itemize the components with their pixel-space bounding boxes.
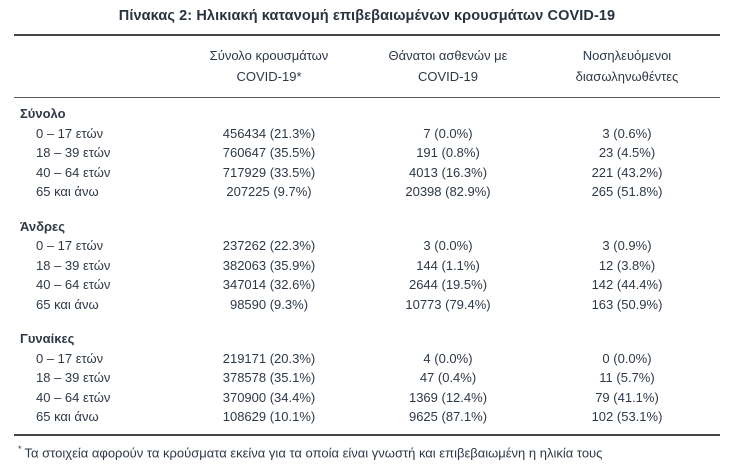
cases-value: 347014 (32.6%) (222, 277, 316, 292)
footnote-marker: * (18, 443, 22, 454)
deaths-value: 3 (0.0%) (423, 238, 473, 253)
deaths-value: 1369 (12.4%) (408, 389, 488, 405)
table-body: Σύνολο 0 – 17 ετών 456434 (21.3%) 7 (0.0… (14, 98, 720, 435)
intubated-value: 163 (50.9%) (591, 296, 663, 312)
cases-value: 760647 (35.5%) (222, 145, 316, 160)
cases-value: 382063 (35.9%) (222, 257, 316, 273)
row-label: 65 και άνω (36, 184, 99, 199)
deaths-value: 191 (0.8%) (416, 145, 480, 160)
covid-age-distribution-table: Σύνολο κρουσμάτων COVID-19* Θάνατοι ασθε… (14, 34, 720, 436)
header-deaths-line1: Θάνατοι ασθενών με (388, 48, 508, 63)
intubated-value: 265 (51.8%) (591, 184, 663, 199)
header-total-cases-line2: COVID-19* (236, 69, 302, 84)
table-row: 40 – 64 ετών 717929 (33.5%) 4013 (16.3%)… (14, 163, 720, 183)
table-row: 18 – 39 ετών 378578 (35.1%) 47 (0.4%) 11… (14, 368, 720, 388)
deaths-value: 144 (1.1%) (416, 257, 480, 273)
row-label: 40 – 64 ετών (36, 164, 111, 180)
footnote-text: Τα στοιχεία αφορούν τα κρούσματα εκείνα … (24, 444, 603, 460)
section-header-total: Σύνολο (14, 98, 720, 124)
footnote: * Τα στοιχεία αφορούν τα κρούσματα εκείνα… (14, 436, 720, 461)
row-label: 40 – 64 ετών (36, 277, 111, 292)
intubated-value: 79 (41.1%) (595, 389, 659, 405)
row-label: 18 – 39 ετών (36, 370, 111, 385)
table-row: 0 – 17 ετών 219171 (20.3%) 4 (0.0%) 0 (0… (14, 349, 720, 369)
table-row: 0 – 17 ετών 237262 (22.3%) 3 (0.0%) 3 (0… (14, 236, 720, 256)
row-label: 18 – 39 ετών (36, 145, 111, 160)
table-header: Σύνολο κρουσμάτων COVID-19* Θάνατοι ασθε… (14, 35, 720, 98)
row-label: 0 – 17 ετών (36, 350, 104, 366)
intubated-value: 3 (0.6%) (602, 125, 652, 141)
intubated-value: 0 (0.0%) (602, 350, 652, 366)
header-empty (14, 35, 176, 98)
row-label: 65 και άνω (36, 409, 99, 424)
deaths-value: 47 (0.4%) (419, 370, 477, 385)
table-row: 40 – 64 ετών 370900 (34.4%) 1369 (12.4%)… (14, 388, 720, 408)
table-row: 18 – 39 ετών 760647 (35.5%) 191 (0.8%) 2… (14, 143, 720, 163)
intubated-value: 11 (5.7%) (599, 370, 655, 385)
cases-value: 207225 (9.7%) (226, 184, 312, 199)
table-title: Πίνακας 2: Ηλικιακή κατανομή επιβεβαιωμέ… (118, 8, 616, 24)
row-label: 0 – 17 ετών (36, 238, 104, 253)
section-title: Σύνολο (20, 106, 66, 121)
deaths-value: 7 (0.0%) (423, 125, 473, 141)
cases-value: 456434 (21.3%) (222, 125, 316, 141)
header-intubated-line1: Νοσηλευόμενοι (582, 48, 672, 63)
table-row: 65 και άνω 207225 (9.7%) 20398 (82.9%) 2… (14, 182, 720, 202)
cases-value: 219171 (20.3%) (222, 350, 316, 366)
section-header-women: Γυναίκες (14, 314, 720, 349)
cases-value: 98590 (9.3%) (229, 296, 309, 312)
deaths-value: 10773 (79.4%) (405, 296, 491, 312)
intubated-value: 142 (44.4%) (591, 277, 663, 292)
section-title: Γυναίκες (20, 331, 75, 346)
header-intubated-line2: διασωληνωθέντες (575, 69, 679, 84)
cases-value: 370900 (34.4%) (222, 389, 316, 405)
row-label: 40 – 64 ετών (36, 389, 111, 405)
cases-value: 717929 (33.5%) (222, 164, 316, 180)
table-row: 65 και άνω 108629 (10.1%) 9625 (87.1%) 1… (14, 407, 720, 435)
header-total-cases: Σύνολο κρουσμάτων COVID-19* (176, 35, 362, 98)
cases-value: 237262 (22.3%) (222, 238, 316, 253)
intubated-value: 102 (53.1%) (591, 409, 663, 424)
deaths-value: 4 (0.0%) (423, 350, 473, 366)
section-header-men: Άνδρες (14, 202, 720, 237)
table-row: 0 – 17 ετών 456434 (21.3%) 7 (0.0%) 3 (0… (14, 124, 720, 144)
deaths-value: 2644 (19.5%) (408, 277, 488, 292)
cases-value: 108629 (10.1%) (222, 409, 316, 424)
report-page: Πίνακας 2: Ηλικιακή κατανομή επιβεβαιωμέ… (14, 0, 720, 461)
header-total-cases-line1: Σύνολο κρουσμάτων (209, 48, 329, 63)
table-row: 40 – 64 ετών 347014 (32.6%) 2644 (19.5%)… (14, 275, 720, 295)
intubated-value: 221 (43.2%) (591, 164, 663, 180)
cases-value: 378578 (35.1%) (222, 370, 316, 385)
header-deaths: Θάνατοι ασθενών με COVID-19 (362, 35, 534, 98)
deaths-value: 4013 (16.3%) (408, 164, 488, 180)
intubated-value: 23 (4.5%) (598, 145, 656, 160)
header-deaths-line2: COVID-19 (418, 69, 478, 84)
table-row: 18 – 39 ετών 382063 (35.9%) 144 (1.1%) 1… (14, 256, 720, 276)
header-row: Σύνολο κρουσμάτων COVID-19* Θάνατοι ασθε… (14, 35, 720, 98)
table-row: 65 και άνω 98590 (9.3%) 10773 (79.4%) 16… (14, 295, 720, 315)
row-label: 65 και άνω (36, 296, 99, 312)
intubated-value: 3 (0.9%) (602, 238, 652, 253)
row-label: 18 – 39 ετών (36, 257, 111, 273)
deaths-value: 9625 (87.1%) (408, 409, 488, 424)
header-intubated: Νοσηλευόμενοι διασωληνωθέντες (534, 35, 720, 98)
row-label: 0 – 17 ετών (36, 125, 104, 141)
section-title: Άνδρες (20, 218, 65, 234)
deaths-value: 20398 (82.9%) (405, 184, 491, 199)
intubated-value: 12 (3.8%) (598, 257, 656, 273)
